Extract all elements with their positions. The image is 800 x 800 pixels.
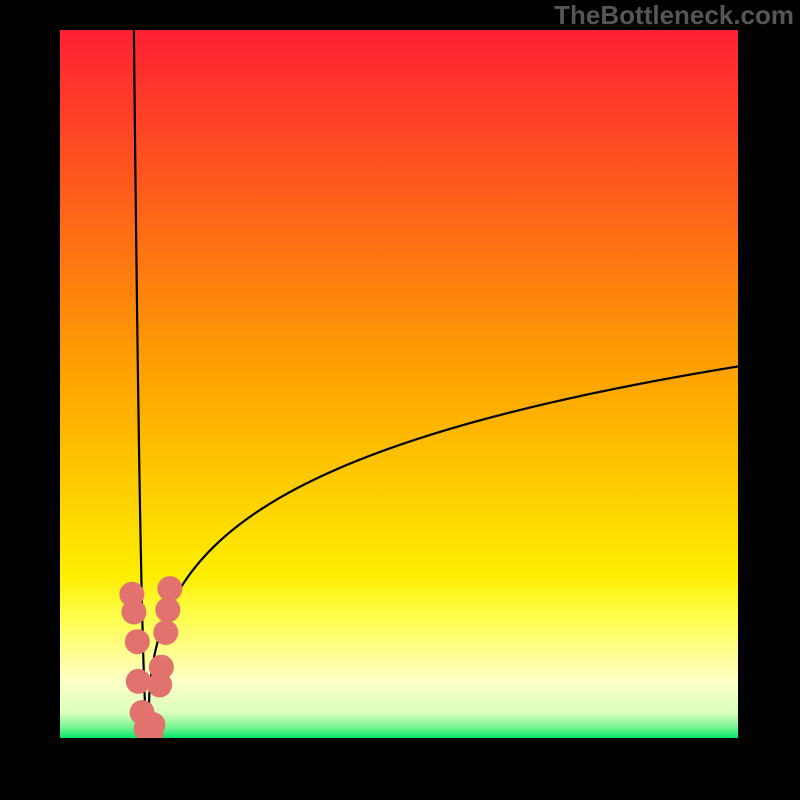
marker-point	[121, 599, 146, 624]
marker-point	[126, 669, 151, 694]
marker-point	[153, 620, 178, 645]
marker-point	[149, 655, 174, 680]
marker-point	[140, 712, 165, 737]
marker-point	[157, 576, 182, 601]
marker-point	[125, 629, 150, 654]
curve-right-branch	[148, 366, 738, 738]
plot-area	[30, 30, 770, 770]
marker-point	[155, 597, 180, 622]
chart-svg	[30, 30, 770, 770]
watermark-text: TheBottleneck.com	[554, 0, 794, 31]
